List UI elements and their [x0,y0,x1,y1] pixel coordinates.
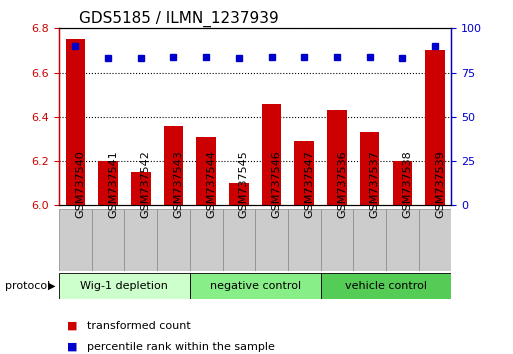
Bar [353,209,386,271]
Bar [294,141,314,205]
Text: GSM737546: GSM737546 [271,150,282,218]
Text: ■: ■ [67,321,77,331]
Bar [392,161,412,205]
Text: GSM737541: GSM737541 [108,150,118,218]
Bar [321,209,353,271]
Bar [262,104,281,205]
Text: GSM737545: GSM737545 [239,150,249,218]
Bar [360,132,380,205]
Text: vehicle control: vehicle control [345,281,427,291]
Bar [164,126,183,205]
Bar [229,183,249,205]
Text: GSM737538: GSM737538 [402,150,412,218]
Bar [288,209,321,271]
Bar [190,209,223,271]
Bar [255,209,288,271]
Text: GSM737536: GSM737536 [337,150,347,218]
Bar [59,209,92,271]
Text: negative control: negative control [210,281,301,291]
Bar [157,209,190,271]
Text: GDS5185 / ILMN_1237939: GDS5185 / ILMN_1237939 [78,11,279,27]
Text: GSM737542: GSM737542 [141,150,151,218]
Bar [131,172,150,205]
Bar [419,209,451,271]
Bar [66,39,85,205]
Bar [321,273,451,299]
Text: transformed count: transformed count [87,321,191,331]
Text: GSM737544: GSM737544 [206,150,216,218]
Text: GSM737547: GSM737547 [304,150,314,218]
Text: ■: ■ [67,342,77,352]
Bar [92,209,124,271]
Bar [327,110,347,205]
Text: protocol: protocol [5,281,50,291]
Text: percentile rank within the sample: percentile rank within the sample [87,342,275,352]
Bar [386,209,419,271]
Bar [98,161,118,205]
Bar [190,273,321,299]
Text: GSM737540: GSM737540 [75,150,85,218]
Bar [425,51,445,205]
Text: GSM737537: GSM737537 [370,150,380,218]
Bar [223,209,255,271]
Text: ▶: ▶ [48,281,55,291]
Bar [196,137,216,205]
Text: Wig-1 depletion: Wig-1 depletion [81,281,168,291]
Bar [124,209,157,271]
Text: GSM737539: GSM737539 [435,150,445,218]
Bar [59,273,190,299]
Text: GSM737543: GSM737543 [173,150,184,218]
